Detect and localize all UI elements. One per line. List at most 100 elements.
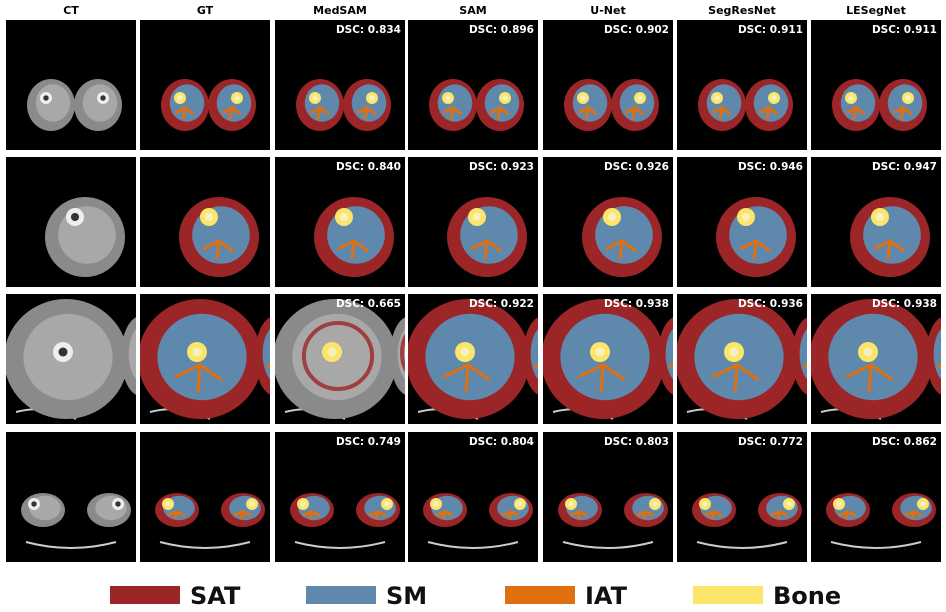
image-panel: DSC: 0.902 — [543, 20, 673, 150]
table — [830, 541, 922, 549]
dsc-label: DSC: 0.804 — [469, 436, 534, 448]
legend-swatch — [110, 586, 180, 604]
fat — [233, 510, 252, 520]
fat — [936, 362, 941, 370]
marrow — [637, 95, 643, 101]
marrow — [115, 501, 121, 507]
column-header: MedSAM — [313, 4, 367, 17]
image-panel — [140, 157, 270, 287]
anatomy — [27, 79, 122, 131]
dsc-label: DSC: 0.749 — [336, 436, 401, 448]
marrow — [863, 347, 873, 357]
table — [294, 541, 386, 549]
fat — [873, 239, 905, 260]
marrow — [741, 212, 751, 222]
panel-bg — [543, 20, 673, 150]
fat — [711, 363, 760, 393]
anatomy — [429, 79, 524, 131]
table — [696, 541, 788, 549]
fat — [174, 363, 223, 393]
marrow — [177, 95, 183, 101]
anatomy — [179, 197, 259, 277]
marrow — [905, 95, 911, 101]
marrow — [100, 95, 106, 101]
muscle — [437, 84, 473, 122]
fat — [904, 510, 923, 520]
marrow — [786, 501, 792, 507]
marrow — [369, 95, 375, 101]
fat — [442, 105, 463, 120]
fat — [174, 105, 195, 120]
anatomy — [850, 197, 930, 277]
fat — [202, 239, 234, 260]
image-panel: DSC: 0.804 — [408, 432, 538, 562]
anatomy — [45, 197, 125, 277]
fat — [845, 363, 894, 393]
fat — [758, 105, 779, 120]
marrow — [729, 347, 739, 357]
column-header: LESegNet — [846, 4, 906, 17]
marrow — [517, 501, 523, 507]
dsc-label: DSC: 0.936 — [738, 298, 803, 310]
fat — [368, 510, 387, 520]
image-panel — [6, 432, 136, 562]
fat — [309, 105, 330, 120]
marrow — [595, 347, 605, 357]
fat — [167, 510, 186, 520]
dsc-label: DSC: 0.862 — [872, 436, 937, 448]
anatomy — [140, 299, 270, 420]
dsc-label: DSC: 0.938 — [604, 298, 669, 310]
table — [562, 541, 654, 549]
fat — [356, 105, 377, 120]
image-panel: DSC: 0.926 — [543, 157, 673, 287]
image-panel: DSC: 0.922 — [408, 294, 538, 424]
anatomy — [6, 299, 136, 420]
marrow — [607, 212, 617, 222]
legend-label: IAT — [585, 582, 628, 610]
muscle — [169, 84, 205, 122]
marrow — [43, 95, 49, 101]
partial-seg — [400, 333, 405, 373]
muscle — [706, 84, 742, 122]
panel-bg — [275, 20, 405, 150]
marrow — [702, 501, 708, 507]
image-panel: DSC: 0.938 — [543, 294, 673, 424]
image-panel — [6, 20, 136, 150]
anatomy — [811, 299, 941, 420]
image-panel: DSC: 0.862 — [811, 432, 941, 562]
table — [159, 541, 251, 549]
marrow — [875, 212, 885, 222]
dsc-label: DSC: 0.665 — [336, 298, 401, 310]
marrow — [204, 212, 214, 222]
image-panel: DSC: 0.946 — [677, 157, 807, 287]
muscle — [572, 84, 608, 122]
legend-label: SAT — [190, 582, 241, 610]
fat — [636, 510, 655, 520]
anatomy — [692, 493, 802, 549]
fat — [489, 105, 510, 120]
dsc-label: DSC: 0.803 — [604, 436, 669, 448]
muscle — [304, 84, 340, 122]
marrow — [234, 95, 240, 101]
dsc-label: DSC: 0.938 — [872, 298, 937, 310]
anatomy — [832, 79, 927, 131]
fat — [265, 362, 270, 370]
marrow — [652, 501, 658, 507]
image-panel: DSC: 0.947 — [811, 157, 941, 287]
image-panel: DSC: 0.834 — [275, 20, 405, 150]
marrow — [192, 347, 202, 357]
panel-bg — [677, 20, 807, 150]
anatomy — [290, 493, 400, 549]
fat — [570, 510, 589, 520]
anatomy — [161, 79, 256, 131]
muscle — [128, 328, 136, 380]
dsc-label: DSC: 0.947 — [872, 161, 937, 173]
column-header: SAM — [459, 4, 486, 17]
marrow — [502, 95, 508, 101]
column-header: U-Net — [590, 4, 625, 17]
anatomy — [275, 299, 405, 420]
column-header: SegResNet — [708, 4, 776, 17]
fat — [221, 105, 242, 120]
anatomy — [447, 197, 527, 277]
